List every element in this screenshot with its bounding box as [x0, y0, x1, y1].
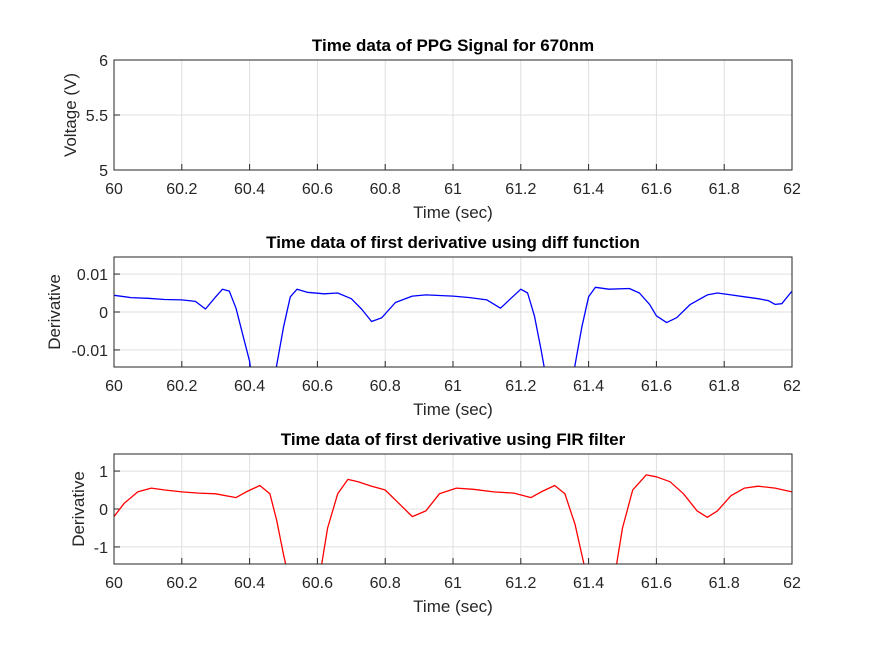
x-tick-label: 60 [105, 181, 123, 198]
x-tick-label: 61.4 [573, 575, 604, 592]
panel-title: Time data of first derivative using diff… [266, 233, 640, 252]
plot-border [113, 453, 793, 565]
x-tick-label: 61 [444, 181, 462, 198]
x-tick-label: 61.2 [505, 181, 536, 198]
x-tick-label: 60.8 [370, 575, 401, 592]
x-tick-label: 61.6 [641, 378, 672, 395]
x-tick-label: 61.8 [709, 181, 740, 198]
x-tick-label: 60.2 [166, 575, 197, 592]
x-axis-label: Time (sec) [413, 597, 493, 616]
y-axis-label: Voltage (V) [61, 73, 80, 157]
y-tick-label: 5 [99, 163, 108, 180]
x-tick-label: 61.4 [573, 378, 604, 395]
x-tick-label: 62 [783, 181, 801, 198]
x-tick-label: 60.4 [234, 378, 265, 395]
y-tick-label: 0 [99, 502, 108, 519]
panel-fir-derivative: Time data of first derivative using FIR … [69, 430, 801, 616]
x-tick-label: 60.8 [370, 378, 401, 395]
x-tick-label: 60.6 [302, 181, 333, 198]
x-tick-label: 62 [783, 378, 801, 395]
y-axis-label: Derivative [69, 471, 88, 547]
y-tick-label: 0 [99, 305, 108, 322]
panel-diff-derivative: Time data of first derivative using diff… [45, 233, 801, 419]
y-tick-label: 6 [99, 53, 108, 70]
x-tick-label: 60 [105, 378, 123, 395]
panel-ppg-signal: Time data of PPG Signal for 670nm Time (… [61, 36, 801, 222]
x-tick-label: 60.2 [166, 181, 197, 198]
x-tick-label: 61.8 [709, 575, 740, 592]
y-axis-label: Derivative [45, 274, 64, 350]
y-tick-label: -0.01 [72, 343, 109, 360]
plot-border [113, 256, 793, 368]
panel-title: Time data of first derivative using FIR … [281, 430, 626, 449]
x-tick-label: 61.8 [709, 378, 740, 395]
x-tick-label: 60.6 [302, 575, 333, 592]
y-tick-label: 0.01 [77, 267, 108, 284]
x-tick-label: 60.4 [234, 575, 265, 592]
x-tick-label: 62 [783, 575, 801, 592]
x-tick-label: 60.2 [166, 378, 197, 395]
x-tick-label: 61.2 [505, 378, 536, 395]
x-tick-label: 61.2 [505, 575, 536, 592]
y-tick-label: 5.5 [86, 108, 108, 125]
y-tick-label: 1 [99, 464, 108, 481]
x-tick-label: 61.6 [641, 181, 672, 198]
x-tick-label: 60.4 [234, 181, 265, 198]
series-line [114, 474, 792, 564]
x-axis-label: Time (sec) [413, 400, 493, 419]
x-tick-label: 60 [105, 575, 123, 592]
x-axis-label: Time (sec) [413, 203, 493, 222]
x-tick-label: 61.4 [573, 181, 604, 198]
x-tick-label: 61 [444, 378, 462, 395]
plot-border [113, 59, 793, 171]
x-tick-label: 60.8 [370, 181, 401, 198]
x-tick-label: 61 [444, 575, 462, 592]
x-tick-label: 60.6 [302, 378, 333, 395]
y-tick-label: -1 [94, 540, 108, 557]
panel-title: Time data of PPG Signal for 670nm [312, 36, 594, 55]
x-tick-label: 61.6 [641, 575, 672, 592]
series-line [114, 286, 792, 367]
